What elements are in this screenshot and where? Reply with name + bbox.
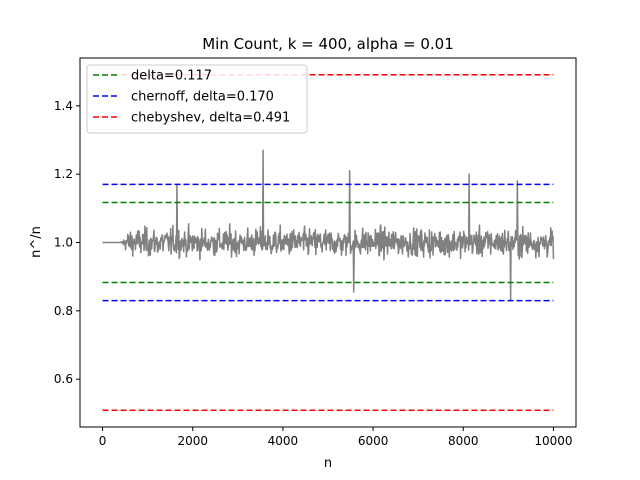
- legend-label-0: delta=0.117: [131, 69, 212, 84]
- estimate-series-line: [102, 149, 555, 302]
- y-axis: 0.6 0.8 1.0 1.2 1.4: [54, 99, 80, 386]
- y-axis-label: n^/n: [29, 226, 44, 258]
- plot-area: [102, 73, 555, 412]
- y-tick-label: 1.2: [54, 167, 73, 181]
- x-axis: 0 2000 4000 6000 8000 10000: [99, 427, 573, 448]
- y-tick-label: 0.8: [54, 304, 73, 318]
- legend-box: [86, 64, 308, 134]
- chart-title: Min Count, k = 400, alpha = 0.01: [202, 35, 454, 53]
- x-tick-label: 4000: [268, 434, 299, 448]
- x-tick-label: 10000: [534, 434, 572, 448]
- y-tick-label: 0.6: [54, 372, 73, 386]
- legend-label-1: chernoff, delta=0.170: [131, 90, 274, 105]
- x-axis-label: n: [324, 456, 332, 471]
- x-tick-label: 2000: [177, 434, 208, 448]
- y-tick-label: 1.4: [54, 99, 73, 113]
- x-tick-label: 6000: [358, 434, 389, 448]
- x-tick-label: 0: [99, 434, 107, 448]
- y-tick-label: 1.0: [54, 236, 73, 250]
- x-tick-label: 8000: [448, 434, 479, 448]
- legend-label-2: chebyshev, delta=0.491: [131, 111, 290, 126]
- legend: delta=0.117 chernoff, delta=0.170 chebyshe…: [86, 64, 308, 134]
